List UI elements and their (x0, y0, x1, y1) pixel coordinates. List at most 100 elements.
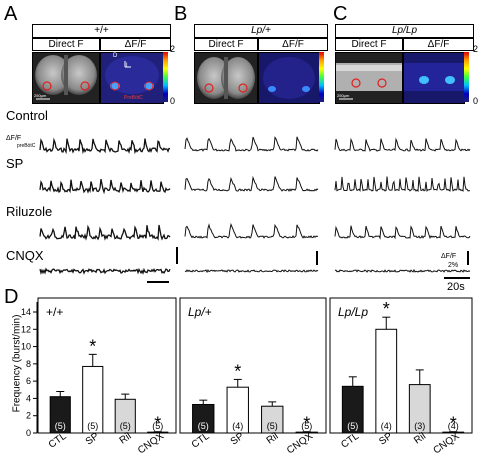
trace-riluzole-hom (334, 225, 471, 240)
significance-star: * (303, 414, 310, 434)
row-label-riluzole: Riluzole (6, 204, 53, 219)
category-label: Ril (118, 431, 134, 447)
trace-control-het (184, 136, 319, 152)
sample-size-label: (4) (232, 421, 243, 431)
sample-size-label: (5) (55, 421, 66, 431)
chart-panel-title: Lp/Lp (338, 305, 368, 319)
chart-panel-frame (179, 297, 327, 434)
colorbar-max-c: 2 (473, 44, 479, 54)
sample-size-label: (4) (381, 421, 392, 431)
significance-star: * (450, 414, 457, 434)
brain-image-direct-a (32, 52, 100, 104)
category-label: CNQX (136, 431, 166, 457)
y-tick-label: 12 (21, 324, 31, 334)
bar-sp (82, 365, 104, 434)
colorbar-min-a: 0 (170, 96, 176, 106)
bar-ril (261, 405, 284, 434)
trace-riluzole-wt (39, 224, 171, 241)
colorbar-c (464, 52, 469, 102)
panel-letter-d: D (4, 286, 19, 308)
category-label: CTL (47, 431, 69, 451)
dff-axis-sublabel: preBötC (17, 143, 36, 149)
y-tick-label: 4 (26, 393, 31, 403)
row-label-cnqx: CNQX (6, 248, 44, 263)
trace-sp-hom (334, 176, 471, 193)
dff-label-a: ΔF/F (100, 38, 171, 51)
dff-label-c: ΔF/F (403, 38, 474, 51)
significance-star: * (383, 299, 390, 319)
row-label-sp: SP (6, 156, 24, 171)
chart-panel-title: +/+ (46, 305, 63, 319)
brain-image-direct-c (335, 52, 403, 104)
chart-panel-title: Lp/+ (188, 305, 212, 319)
amplitude-scalebar-a (176, 247, 178, 264)
amplitude-scalebar-label: ΔF/F (441, 253, 457, 260)
sample-size-label: (5) (87, 421, 98, 431)
dff-label-b: ΔF/F (258, 38, 328, 51)
panel-letter-b: B (174, 3, 188, 25)
orientation-lateral: L (126, 63, 130, 69)
colorbar-min-c: 0 (473, 96, 479, 106)
brain-image-direct-b (194, 52, 258, 104)
sample-size-label: (5) (198, 421, 209, 431)
time-scalebar-a (147, 281, 169, 283)
amplitude-scalebar-c (467, 251, 469, 265)
category-label: CNQX (285, 431, 315, 457)
direct-f-label-b: Direct F (194, 38, 258, 51)
time-scalebar-c (444, 277, 470, 279)
chart-panel-frame (37, 297, 177, 434)
direct-f-label-a: Direct F (32, 38, 100, 51)
trace-cnqx-hom (334, 268, 471, 273)
category-label: Ril (265, 431, 281, 447)
panel-letter-c: C (333, 3, 348, 25)
colorbar-max-a: 2 (170, 44, 176, 54)
sample-size-label: (5) (152, 421, 163, 431)
trace-cnqx-wt (39, 267, 171, 276)
brain-image-dff-c (403, 52, 465, 104)
bar-sp (226, 386, 249, 434)
y-tick-label: 0 (26, 428, 31, 438)
region-label-a: PreBötC (124, 95, 143, 101)
trace-control-hom (334, 137, 471, 152)
colorbar-b (319, 52, 324, 102)
significance-star: * (234, 361, 241, 381)
bar-ctl (49, 396, 71, 434)
sample-size-label: (5) (301, 421, 312, 431)
bar-ril (408, 384, 431, 434)
trace-sp-het (184, 175, 319, 192)
sample-size-label: (5) (347, 421, 358, 431)
y-tick-label: 10 (21, 342, 31, 352)
genotype-header-c: Lp/Lp (335, 24, 474, 38)
category-label: CTL (190, 431, 212, 451)
genotype-header-a: +/+ (32, 24, 171, 38)
dff-axis-label: ΔF/F (6, 135, 22, 142)
scale-label-a: 250μm (34, 93, 47, 98)
direct-f-label-c: Direct F (335, 38, 403, 51)
bar-ctl (192, 403, 215, 434)
amplitude-scalebar-b (316, 251, 318, 265)
bar-sp (375, 328, 398, 434)
trace-sp-wt (39, 178, 171, 195)
calcium-traces (39, 136, 471, 276)
trace-cnqx-het (184, 269, 319, 274)
panel-letter-a: A (4, 3, 18, 25)
scale-label-c: 250μm (337, 93, 350, 98)
amplitude-scalebar-value: 2% (448, 262, 459, 269)
sample-size-label: (4) (448, 421, 459, 431)
y-tick-label: 2 (26, 411, 31, 421)
category-label: CNQX (432, 431, 462, 457)
time-scalebar-label: 20s (447, 281, 465, 293)
sample-size-label: (5) (267, 421, 278, 431)
bar-ctl (341, 385, 364, 434)
category-label: Ril (412, 431, 428, 447)
colorbar-a (163, 52, 168, 102)
y-tick-label: 6 (26, 376, 31, 386)
genotype-header-b: Lp/+ (194, 24, 328, 38)
chart-panel-frame (329, 297, 473, 434)
significance-star: * (154, 414, 161, 434)
y-tick-label: 14 (21, 307, 31, 317)
orientation-dorsal: D (113, 53, 118, 59)
row-label-control: Control (6, 108, 48, 123)
category-label: CTL (339, 431, 361, 451)
